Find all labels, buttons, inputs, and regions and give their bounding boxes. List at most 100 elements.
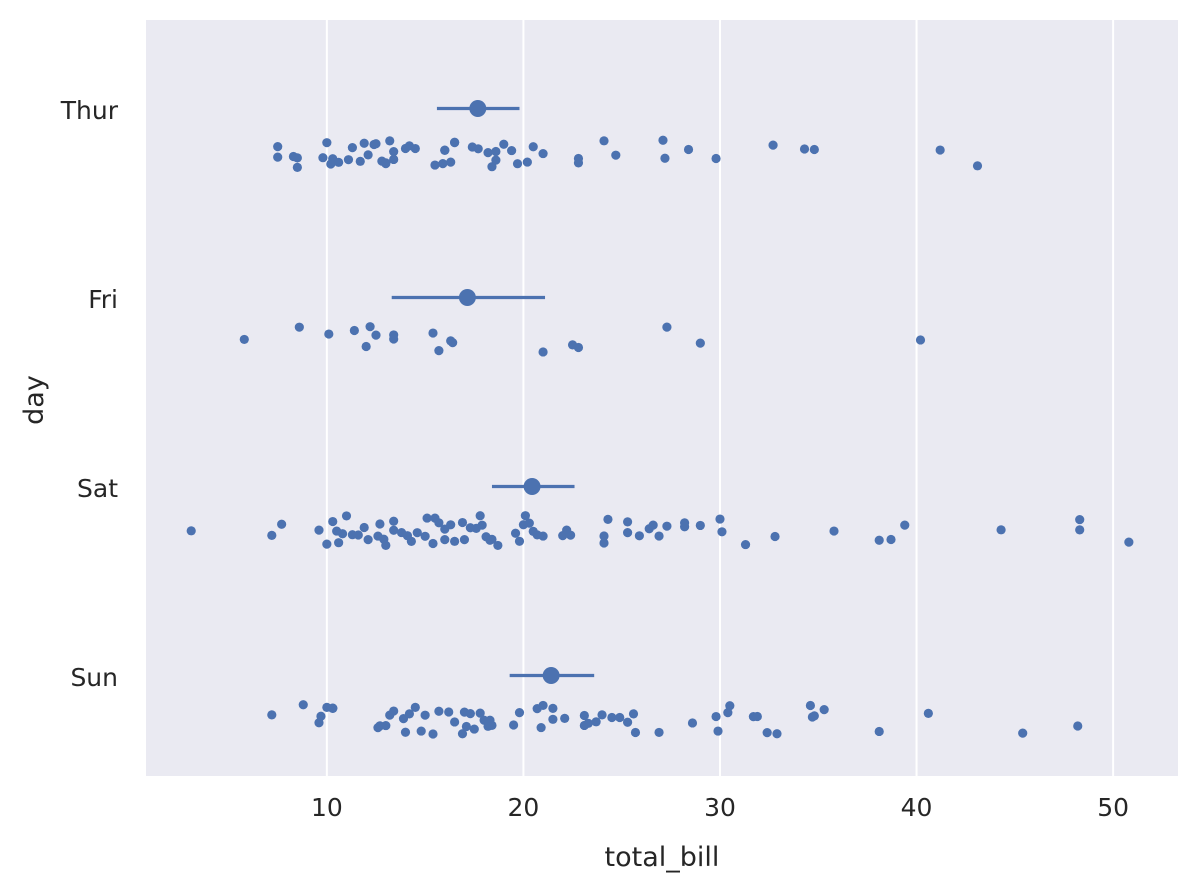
strip-point-sat-50 [538, 531, 548, 541]
strip-point-sun-63 [809, 711, 819, 721]
strip-point-sun-46 [607, 712, 617, 723]
strip-point-sat-65 [680, 518, 690, 528]
strip-point-sat-69 [740, 539, 751, 550]
strip-point-thur-1 [273, 142, 283, 152]
strip-point-sat-77 [1075, 514, 1085, 525]
strip-point-sat-55 [599, 531, 609, 541]
strip-point-sat-63 [662, 521, 672, 531]
strip-point-thur-56 [935, 145, 945, 155]
strip-point-sun-64 [819, 705, 829, 715]
strip-point-thur-43 [528, 142, 538, 152]
strip-point-sun-43 [583, 718, 593, 728]
strip-point-fri-5 [365, 322, 375, 332]
strip-point-sun-39 [548, 714, 558, 724]
y-tick-label-sat: Sat [77, 474, 118, 503]
y-tick-label-sun: Sun [70, 663, 118, 692]
strip-point-thur-55 [809, 144, 819, 155]
strip-point-thur-3 [292, 162, 302, 172]
mean-point-sun [542, 667, 560, 684]
strip-point-sat-74 [900, 520, 910, 530]
strip-point-sun-33 [508, 720, 519, 730]
strip-point-thur-57 [972, 161, 983, 171]
strip-point-thur-46 [573, 153, 584, 164]
strip-point-sun-14 [400, 727, 411, 737]
strip-point-sat-33 [457, 517, 468, 528]
strip-point-fri-2 [324, 329, 334, 339]
strip-point-sat-7 [334, 538, 344, 548]
plot-background [146, 20, 1178, 776]
mean-point-fri [458, 289, 476, 306]
y-tick-label-fri: Fri [88, 285, 118, 314]
strip-point-sat-18 [389, 525, 399, 535]
strip-point-sat-11 [353, 530, 363, 540]
strip-point-sat-68 [717, 527, 727, 537]
strip-point-sat-46 [520, 511, 530, 521]
strip-point-thur-12 [355, 156, 365, 166]
strip-point-fri-8 [389, 334, 399, 344]
strip-point-sat-67 [715, 514, 725, 524]
strip-point-fri-10 [434, 345, 444, 356]
strip-point-thur-50 [660, 153, 670, 163]
strip-point-sat-70 [770, 531, 780, 542]
strip-point-sat-56 [603, 514, 613, 525]
strip-point-thur-54 [799, 144, 810, 154]
strip-point-sat-34 [459, 535, 470, 545]
strip-point-sun-53 [711, 711, 721, 722]
strip-point-thur-44 [538, 148, 548, 159]
strip-point-thur-0 [273, 152, 283, 162]
strip-point-thur-42 [522, 157, 532, 167]
strip-point-sat-12 [359, 522, 369, 533]
strip-point-thur-9 [334, 157, 344, 167]
strip-point-sun-48 [623, 717, 633, 727]
strip-point-sat-24 [420, 531, 430, 541]
strip-point-sun-16 [410, 702, 420, 712]
strip-point-sat-57 [623, 527, 633, 538]
strip-point-sun-65 [874, 726, 884, 737]
strip-point-sat-31 [446, 520, 456, 530]
strip-point-thur-40 [507, 145, 517, 156]
strip-point-sat-72 [874, 535, 884, 545]
strip-point-thur-34 [473, 144, 483, 154]
strip-point-sun-45 [597, 710, 607, 720]
strip-point-sat-17 [381, 540, 391, 550]
strip-point-sat-61 [648, 520, 658, 530]
strip-point-thur-37 [491, 146, 501, 157]
strip-point-thur-21 [389, 147, 399, 157]
strip-point-thur-25 [410, 143, 420, 154]
strip-point-sun-7 [328, 703, 338, 713]
strip-point-sun-41 [579, 710, 589, 721]
strip-point-thur-19 [381, 158, 391, 168]
strip-point-sun-26 [465, 709, 475, 719]
strip-point-thur-27 [438, 159, 448, 169]
strip-point-sun-20 [434, 706, 444, 716]
y-tick-labels: Thur Fri Sat Sun [60, 96, 119, 692]
strip-point-thur-4 [292, 153, 302, 163]
strip-point-thur-16 [371, 139, 381, 149]
strip-point-sun-47 [615, 712, 625, 723]
x-tick-label-30: 30 [704, 793, 736, 822]
strip-point-sat-3 [314, 525, 324, 535]
strip-point-thur-32 [450, 137, 460, 147]
strip-point-sat-44 [514, 536, 525, 546]
strip-point-sat-32 [450, 536, 460, 546]
x-axis-label: total_bill [605, 842, 720, 873]
strip-point-thur-6 [322, 138, 332, 148]
strip-point-thur-10 [343, 155, 354, 165]
strip-point-sun-12 [389, 706, 399, 716]
strip-point-thur-41 [512, 159, 523, 169]
strip-point-sun-1 [298, 700, 308, 710]
strip-point-sun-18 [420, 710, 430, 720]
strip-point-sat-28 [434, 518, 444, 528]
strip-point-sat-4 [322, 539, 332, 549]
strip-point-sun-15 [404, 709, 415, 719]
y-axis-label: day [19, 375, 50, 425]
strip-point-sun-54 [713, 726, 723, 736]
strip-point-sun-59 [762, 728, 772, 738]
strip-point-sat-25 [422, 513, 432, 523]
strip-point-sat-42 [493, 540, 503, 551]
strip-point-sat-75 [996, 525, 1006, 535]
grid-lines [325, 20, 1115, 776]
strip-point-thur-5 [318, 153, 328, 163]
strip-point-sun-0 [267, 710, 277, 720]
